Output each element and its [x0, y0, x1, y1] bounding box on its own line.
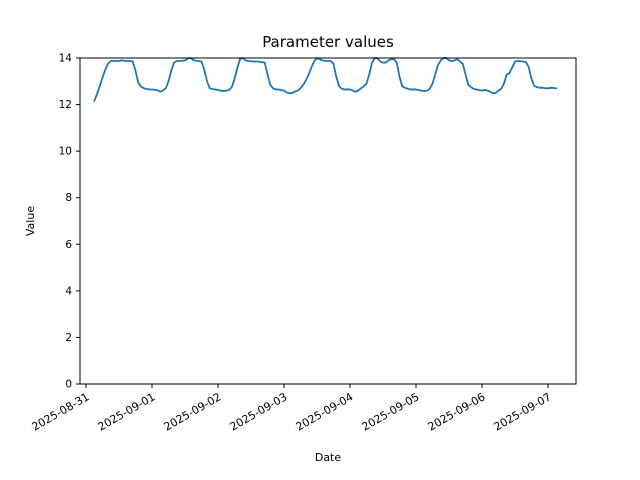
- y-tick-label: 12: [59, 99, 72, 111]
- y-tick-label: 8: [65, 192, 72, 204]
- axis-ticks: [76, 57, 549, 388]
- data-series: [93, 57, 558, 102]
- y-tick-label: 10: [59, 146, 72, 158]
- y-tick-label: 4: [65, 285, 72, 297]
- series-line-parameter: [93, 57, 558, 102]
- x-axis-label: Date: [315, 451, 342, 464]
- chart-title: Parameter values: [262, 33, 394, 51]
- y-tick-label: 0: [65, 379, 72, 391]
- y-axis-label: Value: [24, 206, 37, 236]
- y-tick-label: 14: [59, 53, 73, 65]
- y-tick-label: 2: [65, 332, 72, 344]
- plot-area-border: [79, 57, 577, 385]
- y-tick-label: 6: [65, 239, 72, 251]
